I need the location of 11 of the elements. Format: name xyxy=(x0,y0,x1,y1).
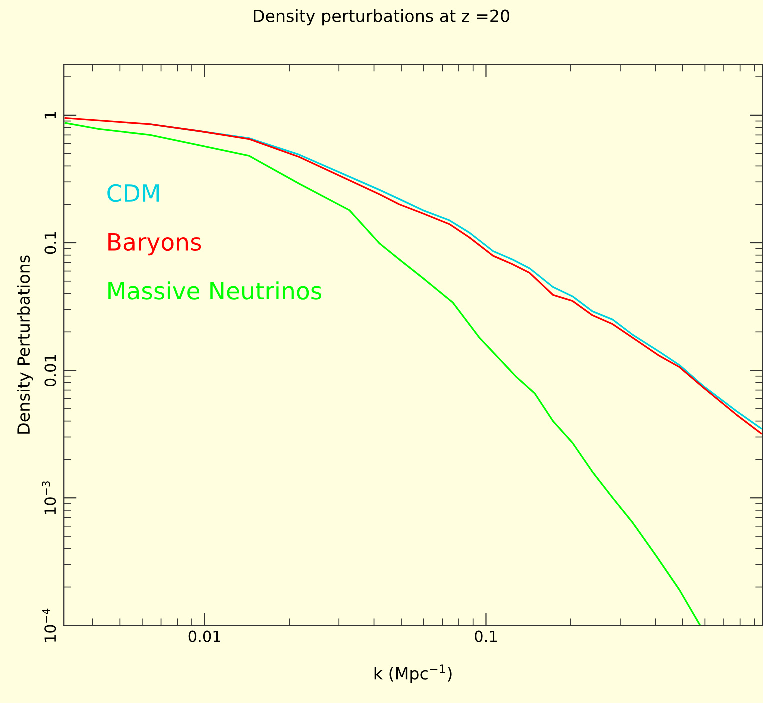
chart-title: Density perturbations at z =20 xyxy=(254,10,510,26)
y-axis-title: Density Perturbations xyxy=(17,256,34,434)
text: Massive Neutrinos xyxy=(108,282,322,300)
text: Baryons xyxy=(108,233,202,256)
y-tick-label: 0.1 xyxy=(44,232,56,254)
y-tick-label: 0.01 xyxy=(44,354,56,387)
x-axis-title: k (Mpc$^{−1}$) xyxy=(374,664,452,684)
y-tick-label: 1 xyxy=(44,112,56,119)
text: CDM xyxy=(108,184,160,202)
y-tick-label: 10$^{−3}$ xyxy=(42,482,56,514)
y-tick-label: 10$^{−4}$ xyxy=(42,608,56,642)
